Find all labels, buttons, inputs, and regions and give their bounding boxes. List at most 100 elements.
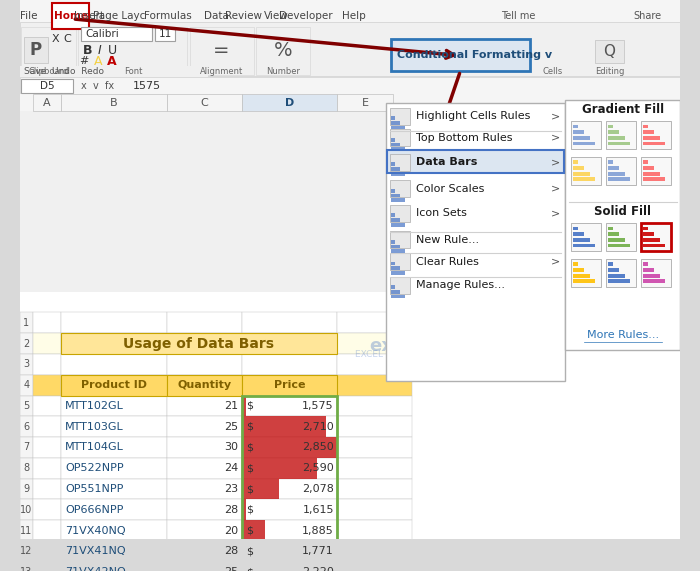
FancyBboxPatch shape [242, 437, 337, 458]
Text: 5: 5 [23, 401, 29, 411]
FancyBboxPatch shape [167, 312, 242, 333]
FancyBboxPatch shape [337, 500, 412, 520]
Text: 2: 2 [23, 339, 29, 349]
Text: Page Layc: Page Layc [94, 11, 146, 21]
FancyBboxPatch shape [242, 500, 337, 520]
FancyBboxPatch shape [391, 198, 405, 202]
FancyBboxPatch shape [167, 478, 242, 500]
FancyBboxPatch shape [643, 268, 654, 272]
Text: 2,850: 2,850 [302, 443, 334, 452]
Text: %: % [274, 41, 293, 59]
FancyBboxPatch shape [61, 396, 167, 416]
FancyBboxPatch shape [573, 166, 584, 170]
FancyBboxPatch shape [390, 107, 410, 124]
Text: 2,590: 2,590 [302, 463, 334, 473]
FancyBboxPatch shape [52, 3, 90, 29]
Text: 13: 13 [20, 567, 32, 571]
FancyBboxPatch shape [391, 218, 400, 222]
FancyBboxPatch shape [61, 520, 167, 541]
FancyBboxPatch shape [337, 458, 412, 478]
Text: 23: 23 [225, 484, 239, 494]
FancyBboxPatch shape [387, 150, 564, 173]
Text: View: View [264, 11, 288, 21]
FancyBboxPatch shape [155, 27, 176, 41]
FancyBboxPatch shape [61, 312, 167, 333]
FancyBboxPatch shape [390, 231, 410, 248]
FancyBboxPatch shape [20, 333, 33, 354]
FancyBboxPatch shape [167, 437, 242, 458]
FancyBboxPatch shape [337, 416, 412, 437]
FancyBboxPatch shape [608, 244, 631, 247]
FancyBboxPatch shape [20, 520, 33, 541]
FancyBboxPatch shape [337, 520, 412, 541]
Text: 2,710: 2,710 [302, 422, 334, 432]
FancyBboxPatch shape [33, 437, 61, 458]
Text: Editing: Editing [595, 67, 624, 77]
Text: C: C [201, 98, 209, 108]
Text: OP551NPP: OP551NPP [65, 484, 123, 494]
Text: Quantity: Quantity [178, 380, 232, 390]
FancyBboxPatch shape [20, 562, 33, 571]
FancyBboxPatch shape [391, 295, 405, 298]
Text: File: File [20, 11, 38, 21]
FancyBboxPatch shape [167, 541, 242, 562]
Text: exceldemy: exceldemy [369, 336, 477, 355]
FancyBboxPatch shape [33, 396, 61, 416]
Text: Conditional Formatting v: Conditional Formatting v [397, 50, 552, 60]
Text: Formulas: Formulas [144, 11, 192, 21]
FancyBboxPatch shape [20, 312, 33, 333]
FancyBboxPatch shape [640, 259, 671, 287]
FancyBboxPatch shape [391, 121, 400, 124]
FancyBboxPatch shape [242, 375, 337, 396]
FancyBboxPatch shape [643, 279, 665, 283]
Text: 71VX40NQ: 71VX40NQ [65, 525, 125, 536]
FancyBboxPatch shape [390, 180, 410, 198]
FancyBboxPatch shape [643, 142, 665, 146]
Text: $: $ [246, 463, 253, 473]
FancyBboxPatch shape [608, 279, 631, 283]
Text: Gradient Fill: Gradient Fill [582, 103, 664, 116]
FancyBboxPatch shape [242, 396, 246, 416]
FancyBboxPatch shape [390, 154, 410, 171]
Text: 11: 11 [20, 525, 32, 536]
FancyBboxPatch shape [61, 562, 167, 571]
FancyBboxPatch shape [61, 333, 167, 354]
Text: D: D [285, 98, 294, 108]
FancyBboxPatch shape [33, 478, 61, 500]
FancyBboxPatch shape [391, 271, 405, 275]
Text: U: U [108, 45, 117, 58]
FancyBboxPatch shape [33, 312, 61, 333]
FancyBboxPatch shape [242, 333, 337, 354]
Text: X: X [52, 34, 60, 44]
Text: $: $ [246, 422, 253, 432]
FancyBboxPatch shape [571, 121, 601, 149]
Text: OP522NPP: OP522NPP [65, 463, 123, 473]
Text: 12: 12 [20, 546, 32, 556]
Text: OP666NPP: OP666NPP [65, 505, 123, 515]
FancyBboxPatch shape [573, 238, 590, 242]
FancyBboxPatch shape [390, 205, 410, 222]
FancyBboxPatch shape [608, 178, 631, 181]
FancyBboxPatch shape [573, 263, 578, 266]
FancyBboxPatch shape [242, 478, 279, 500]
Text: $: $ [246, 401, 253, 411]
FancyBboxPatch shape [20, 458, 33, 478]
Text: Share: Share [634, 11, 662, 21]
Text: 1575: 1575 [133, 81, 161, 91]
Text: B: B [110, 98, 118, 108]
FancyBboxPatch shape [33, 520, 61, 541]
FancyBboxPatch shape [20, 478, 33, 500]
FancyBboxPatch shape [242, 458, 317, 478]
FancyBboxPatch shape [33, 562, 61, 571]
Text: Color Scales: Color Scales [416, 184, 484, 194]
Text: Solid Fill: Solid Fill [594, 205, 651, 218]
FancyBboxPatch shape [643, 160, 648, 164]
FancyBboxPatch shape [61, 500, 167, 520]
FancyBboxPatch shape [391, 167, 400, 171]
FancyBboxPatch shape [391, 116, 395, 120]
FancyBboxPatch shape [643, 166, 654, 170]
Text: EXCEL · DATA · BI: EXCEL · DATA · BI [355, 351, 432, 360]
FancyBboxPatch shape [606, 223, 636, 251]
Text: 25: 25 [225, 422, 239, 432]
FancyBboxPatch shape [391, 138, 395, 142]
